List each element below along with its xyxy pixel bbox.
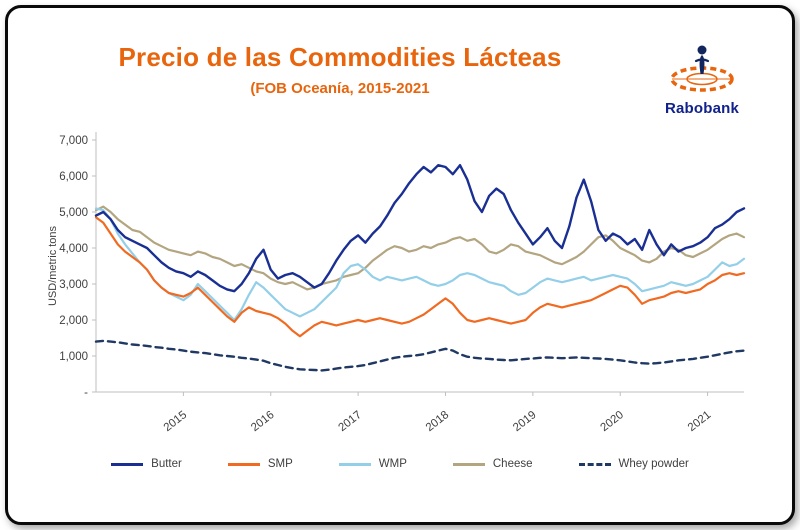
y-tick-label: - [84,387,88,399]
legend-item-butter: Butter [111,458,182,470]
y-tick-label: 4,000 [59,243,88,255]
x-tick-label: 2015 [162,409,190,434]
legend-swatch-butter [111,462,144,466]
x-tick-label: 2018 [424,409,452,434]
series-line-wmp [94,207,746,322]
legend-item-wmp: WMP [338,458,407,470]
chart-svg: USD/metric tons - 1,000 2,000 3,000 4,000 5,0… [47,132,746,434]
x-tick-label: 2020 [599,409,627,434]
slide: Precio de las Commodities Lácteas (FOB O… [5,5,795,525]
chart-subtitle: (FOB Oceanía, 2015-2021 [250,80,430,97]
legend-label-smp: SMP [267,458,293,470]
legend-item-cheese: Cheese [452,458,533,470]
series-line-smp [94,216,746,338]
legend-label-cheese: Cheese [492,458,533,470]
legend-item-whey-powder: Whey powder [578,458,689,470]
x-tick-label: 2019 [511,409,539,434]
legend-label-whey-powder: Whey powder [618,458,689,470]
legend-swatch-smp [227,462,260,466]
legend-label-wmp: WMP [378,458,407,470]
chart-header: Precio de las Commodities Lácteas (FOB O… [78,42,602,97]
y-tick-label: 6,000 [59,171,88,183]
legend-swatch-cheese [452,462,485,466]
y-tick-label: 5,000 [59,207,88,219]
x-tick-label: 2017 [336,409,364,434]
legend-swatch-wmp [338,462,371,466]
legend: Butter SMP WMP Cheese Whey powder [8,458,792,470]
y-tick-label: 2,000 [59,315,88,327]
series-line-cheese [94,205,746,291]
chart-title: Precio de las Commodities Lácteas [118,42,562,72]
series-line-butter [94,164,746,293]
y-tick-label: 1,000 [59,351,88,363]
x-tick-label: 2016 [249,409,277,434]
legend-label-butter: Butter [151,458,182,470]
series-line-whey-powder [94,339,746,372]
y-tick-label: 3,000 [59,279,88,291]
legend-swatch-whey-powder [578,462,611,466]
y-axis-label: USD/metric tons [47,225,59,306]
rabobank-compass-icon [670,45,734,92]
y-tick-label: 7,000 [59,135,88,147]
rabobank-logo: Rabobank [654,42,750,117]
rabobank-wordmark: Rabobank [664,100,740,117]
legend-item-smp: SMP [227,458,293,470]
x-tick-label: 2021 [686,409,714,434]
